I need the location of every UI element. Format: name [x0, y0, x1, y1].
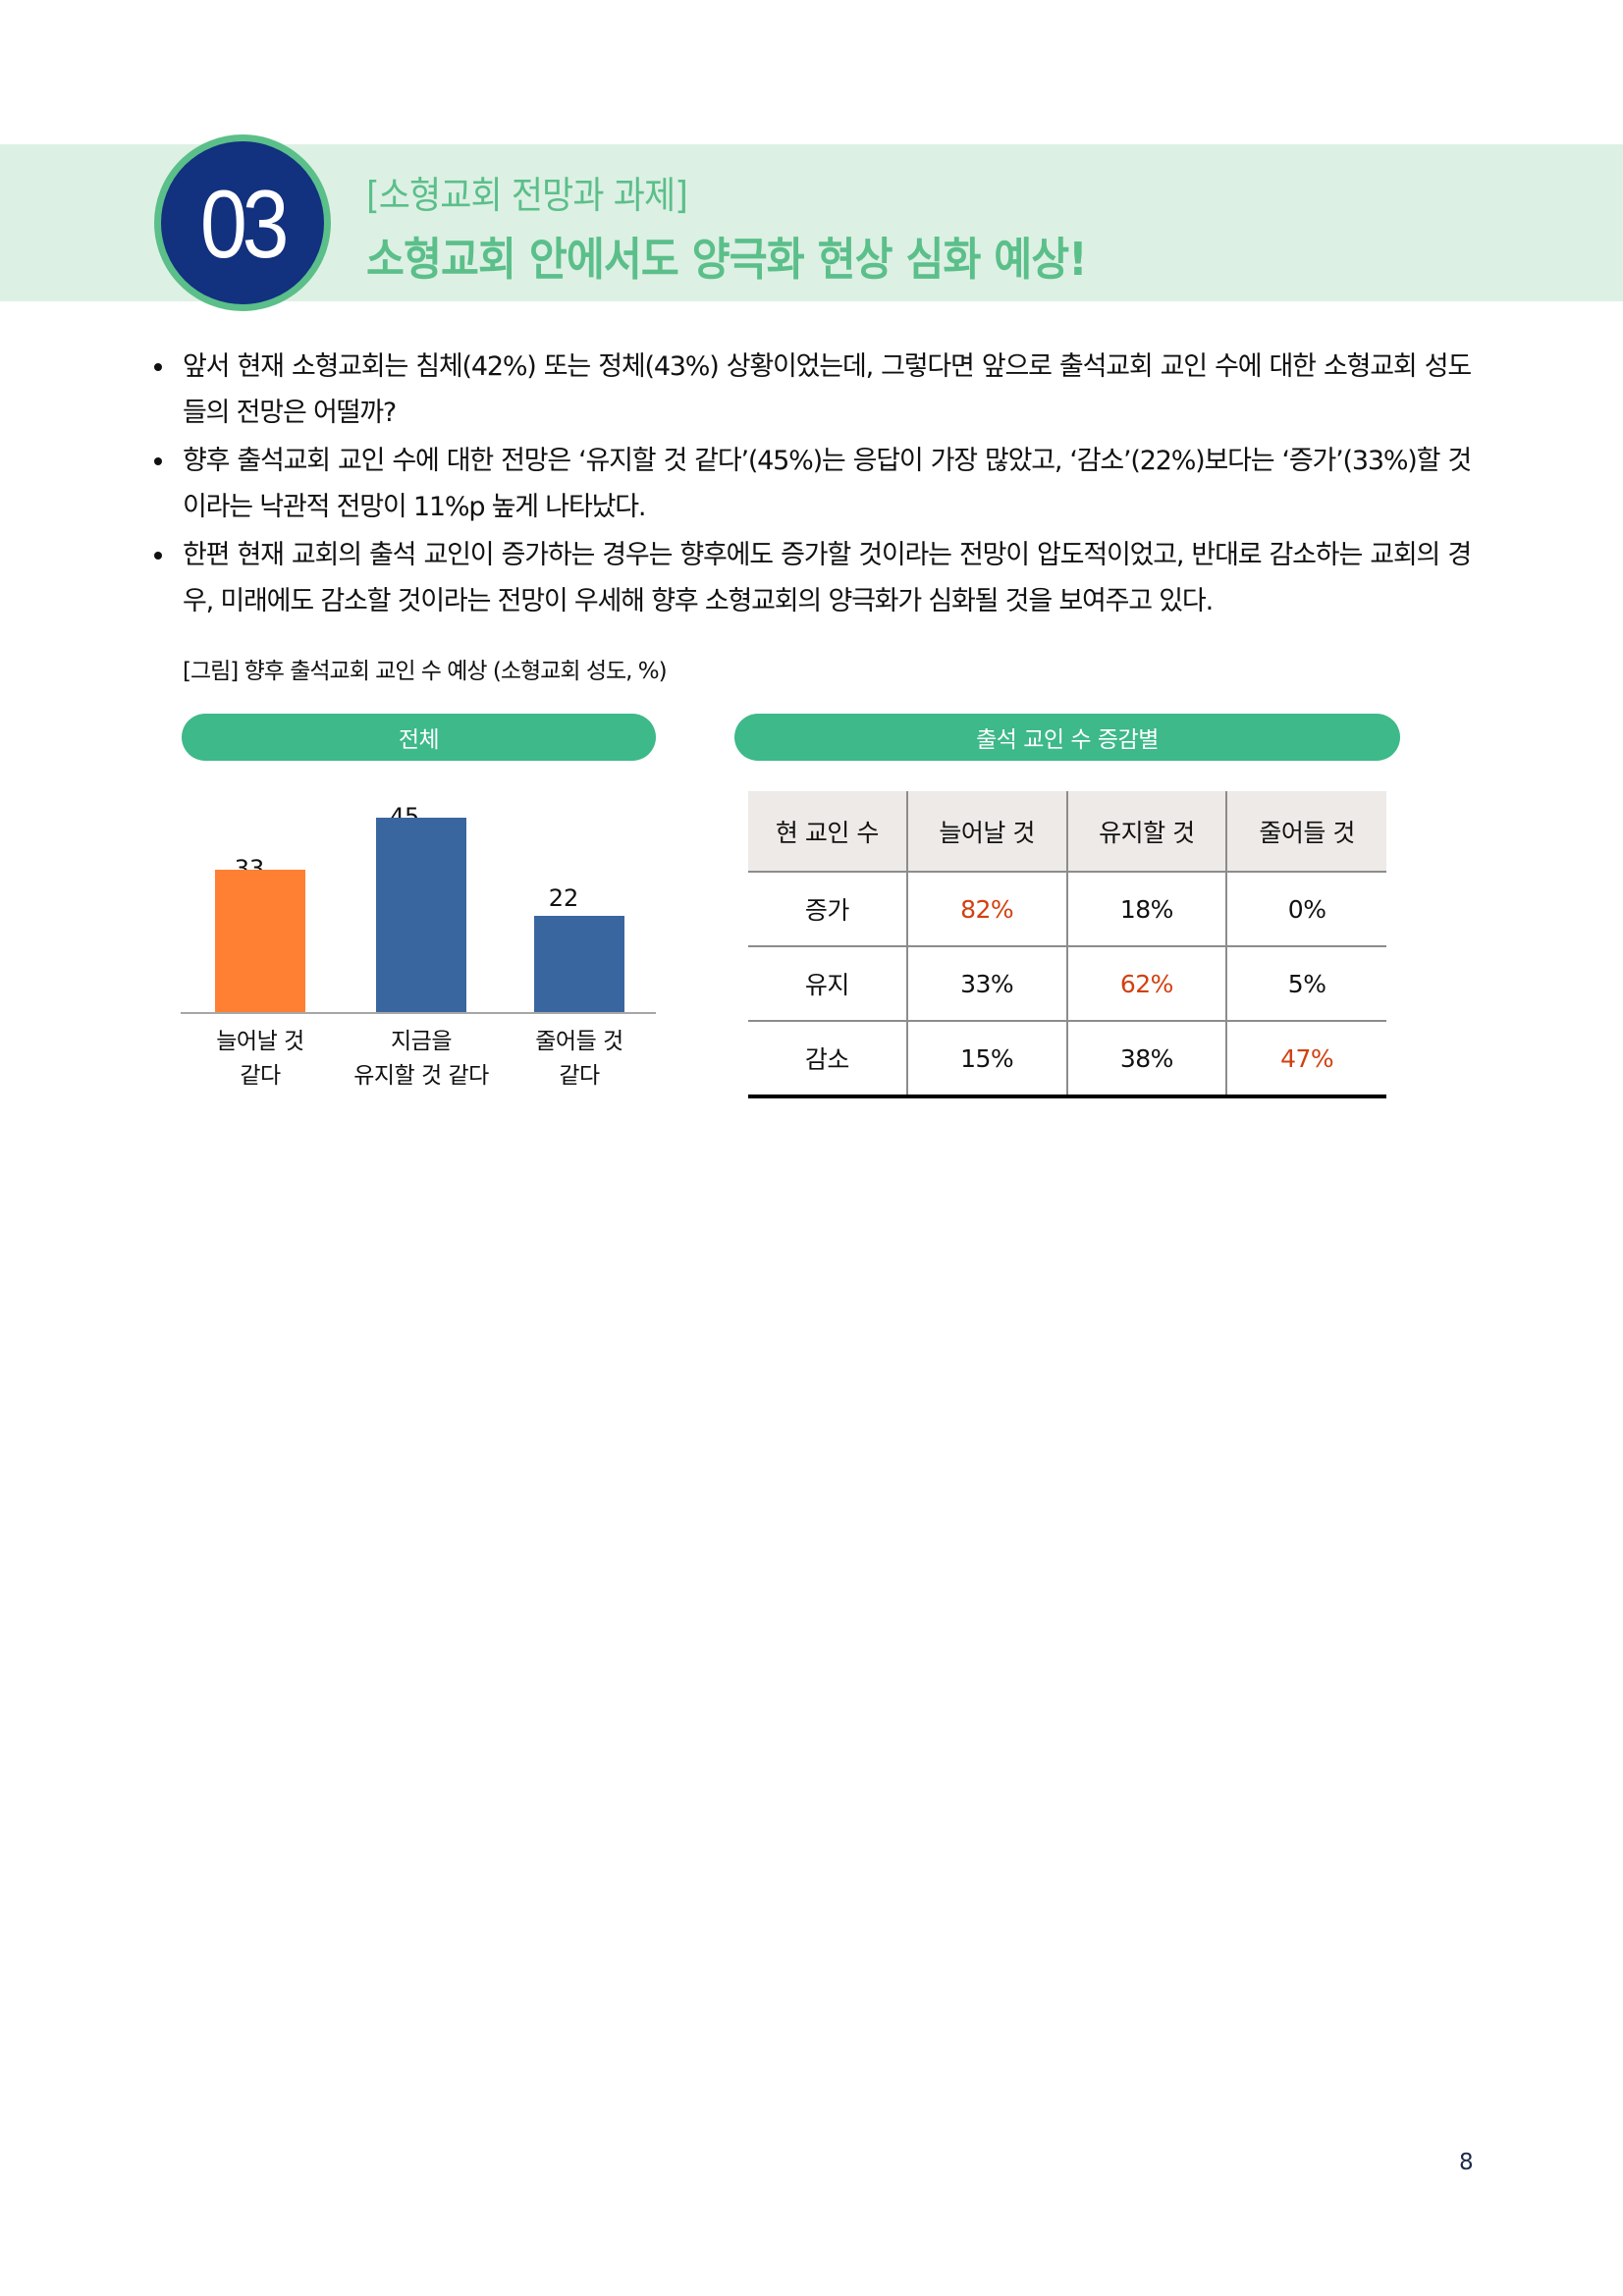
- change-by-attendance-table: 현 교인 수 늘어날 것 유지할 것 줄어들 것 증가 82% 18% 0% 유…: [748, 791, 1386, 1098]
- row-label: 증가: [748, 872, 907, 947]
- table-cell: 5%: [1225, 946, 1386, 1022]
- table-cell: 18%: [1065, 872, 1227, 947]
- bar-chart: 33 45 22 늘어날 것 같다 지금을 유지할 것 같다 줄어들 것 같다: [181, 775, 656, 1109]
- table-row: 유지 33% 62% 5%: [748, 946, 1386, 1022]
- table-cell: 82%: [905, 872, 1067, 947]
- column-header: 늘어날 것: [905, 791, 1067, 873]
- x-axis-line: [181, 1012, 656, 1014]
- bar-category-label: 줄어들 것 같다: [535, 1029, 623, 1089]
- section-number-badge: 03: [154, 134, 331, 311]
- table-cell: 15%: [905, 1021, 1067, 1098]
- bullet-dot-icon: [154, 363, 162, 371]
- section-number: 03: [200, 170, 290, 278]
- bullet-item: 향후 출석교회 교인 수에 대한 전망은 ‘유지할 것 같다’(45%)는 응답…: [147, 438, 1472, 530]
- table-cell: 33%: [905, 946, 1067, 1022]
- bullet-item: 앞서 현재 소형교회는 침체(42%) 또는 정체(43%) 상황이었는데, 그…: [147, 344, 1472, 436]
- bullet-list: 앞서 현재 소형교회는 침체(42%) 또는 정체(43%) 상황이었는데, 그…: [147, 344, 1472, 626]
- left-panel-title: 전체: [182, 714, 656, 761]
- bar-value: 22: [548, 884, 579, 912]
- table-cell: 47%: [1225, 1021, 1386, 1098]
- bar-decrease: [534, 916, 624, 1012]
- right-panel-title: 출석 교인 수 증감별: [734, 714, 1400, 761]
- bar-category-label: 늘어날 것 같다: [216, 1029, 304, 1089]
- section-subtitle: [소형교회 전망과 과제]: [366, 174, 688, 217]
- table-row: 감소 15% 38% 47%: [748, 1021, 1386, 1098]
- bar-increase: [215, 870, 305, 1012]
- bullet-item: 한편 현재 교회의 출석 교인이 증가하는 경우는 향후에도 증가할 것이라는 …: [147, 532, 1472, 624]
- table-header-row: 현 교인 수 늘어날 것 유지할 것 줄어들 것: [748, 791, 1386, 873]
- table-cell: 38%: [1065, 1021, 1227, 1098]
- bullet-dot-icon: [154, 552, 162, 560]
- page-number: 8: [1459, 2150, 1474, 2175]
- column-header: 현 교인 수: [748, 791, 907, 873]
- bar-maintain: [376, 818, 466, 1012]
- column-header: 유지할 것: [1065, 791, 1227, 873]
- row-label: 감소: [748, 1021, 907, 1098]
- bullet-dot-icon: [154, 457, 162, 465]
- row-label: 유지: [748, 946, 907, 1022]
- section-title: 소형교회 안에서도 양극화 현상 심화 예상!: [366, 233, 1088, 286]
- table-cell: 0%: [1225, 872, 1386, 947]
- table-cell: 62%: [1065, 946, 1227, 1022]
- figure-caption: [그림] 향후 출석교회 교인 수 예상 (소형교회 성도, %): [183, 659, 668, 684]
- bar-category-label: 지금을 유지할 것 같다: [353, 1029, 489, 1089]
- table-row: 증가 82% 18% 0%: [748, 872, 1386, 947]
- column-header: 줄어들 것: [1225, 791, 1386, 873]
